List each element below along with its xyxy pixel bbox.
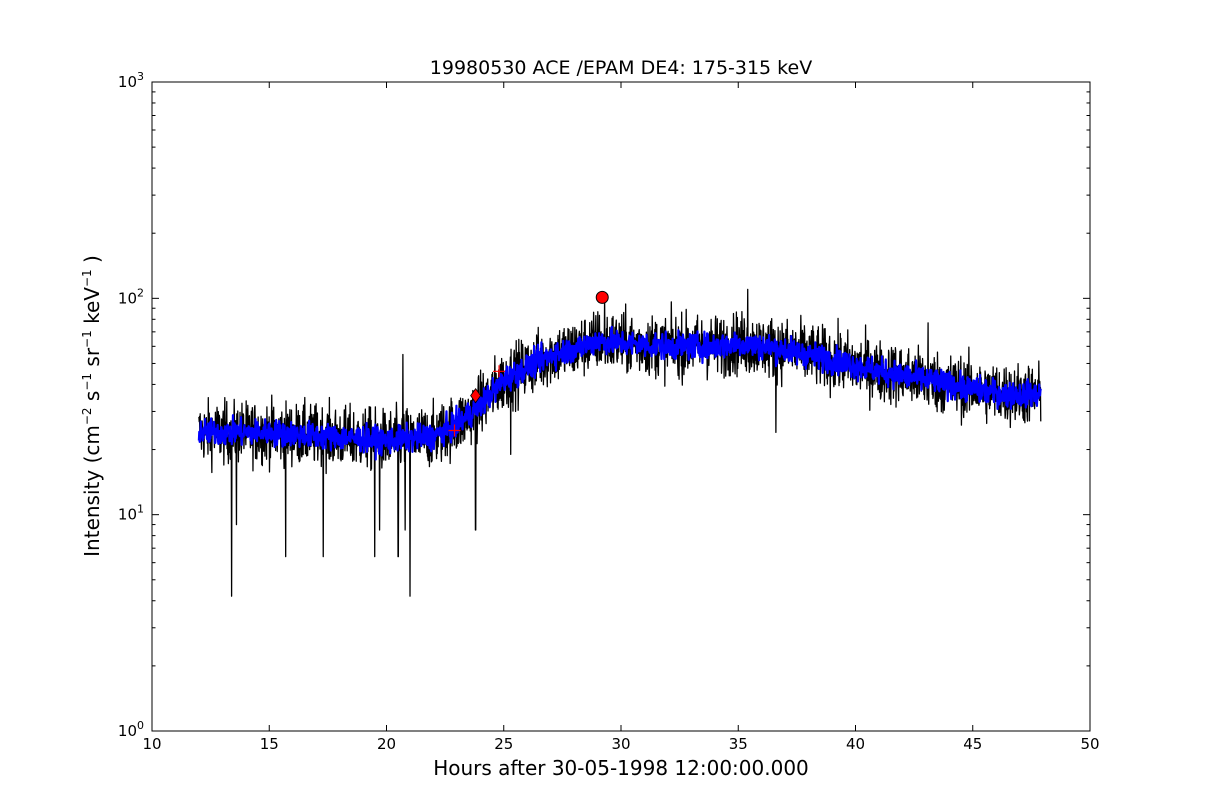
y-axis-label-exp-s: −1 [80, 373, 94, 391]
y-axis-label-exp-cm: −2 [80, 407, 94, 425]
x-axis-ticks: 10 15 20 25 30 35 40 45 50 [142, 82, 1100, 753]
y-tick-label: 101 [118, 503, 144, 524]
x-tick-label: 35 [729, 735, 748, 753]
y-axis-ticks: 100 101 102 103 [118, 70, 1090, 740]
y-axis-label-s: s [80, 391, 104, 408]
y-axis-label-exp-sr: −1 [80, 330, 94, 348]
chart-title: 19980530 ACE /EPAM DE4: 175-315 keV [430, 57, 812, 79]
x-tick-label: 25 [494, 735, 513, 753]
y-axis-label: Intensity (cm−2 s−1 sr−1 keV−1 ) [80, 255, 104, 557]
x-tick-label: 45 [963, 735, 982, 753]
marker-plus [493, 365, 506, 378]
x-tick-label: 30 [611, 735, 630, 753]
y-tick-label: 102 [118, 286, 144, 307]
y-axis-label-sr: sr [80, 347, 104, 373]
y-axis-label-prefix: Intensity (cm [80, 425, 104, 557]
marker-circle [595, 290, 609, 304]
x-tick-label: 15 [260, 735, 279, 753]
y-axis-label-kev: keV [80, 287, 104, 331]
y-axis-label-exp-kev: −1 [80, 269, 94, 287]
x-axis-label: Hours after 30-05-1998 12:00:00.000 [433, 756, 809, 780]
y-axis-label-suffix: ) [80, 255, 104, 269]
plot-area [151, 81, 1091, 732]
x-tick-label: 40 [846, 735, 865, 753]
marker-layer [448, 290, 609, 437]
marker-plus [448, 424, 461, 437]
y-tick-label: 103 [118, 70, 144, 91]
marker-diamond [470, 387, 482, 404]
x-tick-label: 20 [377, 735, 396, 753]
y-tick-label: 100 [118, 719, 144, 740]
x-tick-label: 50 [1080, 735, 1099, 753]
series-layer [197, 288, 1042, 597]
series-line-smoothed [197, 325, 1042, 461]
x-tick-label: 10 [142, 735, 161, 753]
